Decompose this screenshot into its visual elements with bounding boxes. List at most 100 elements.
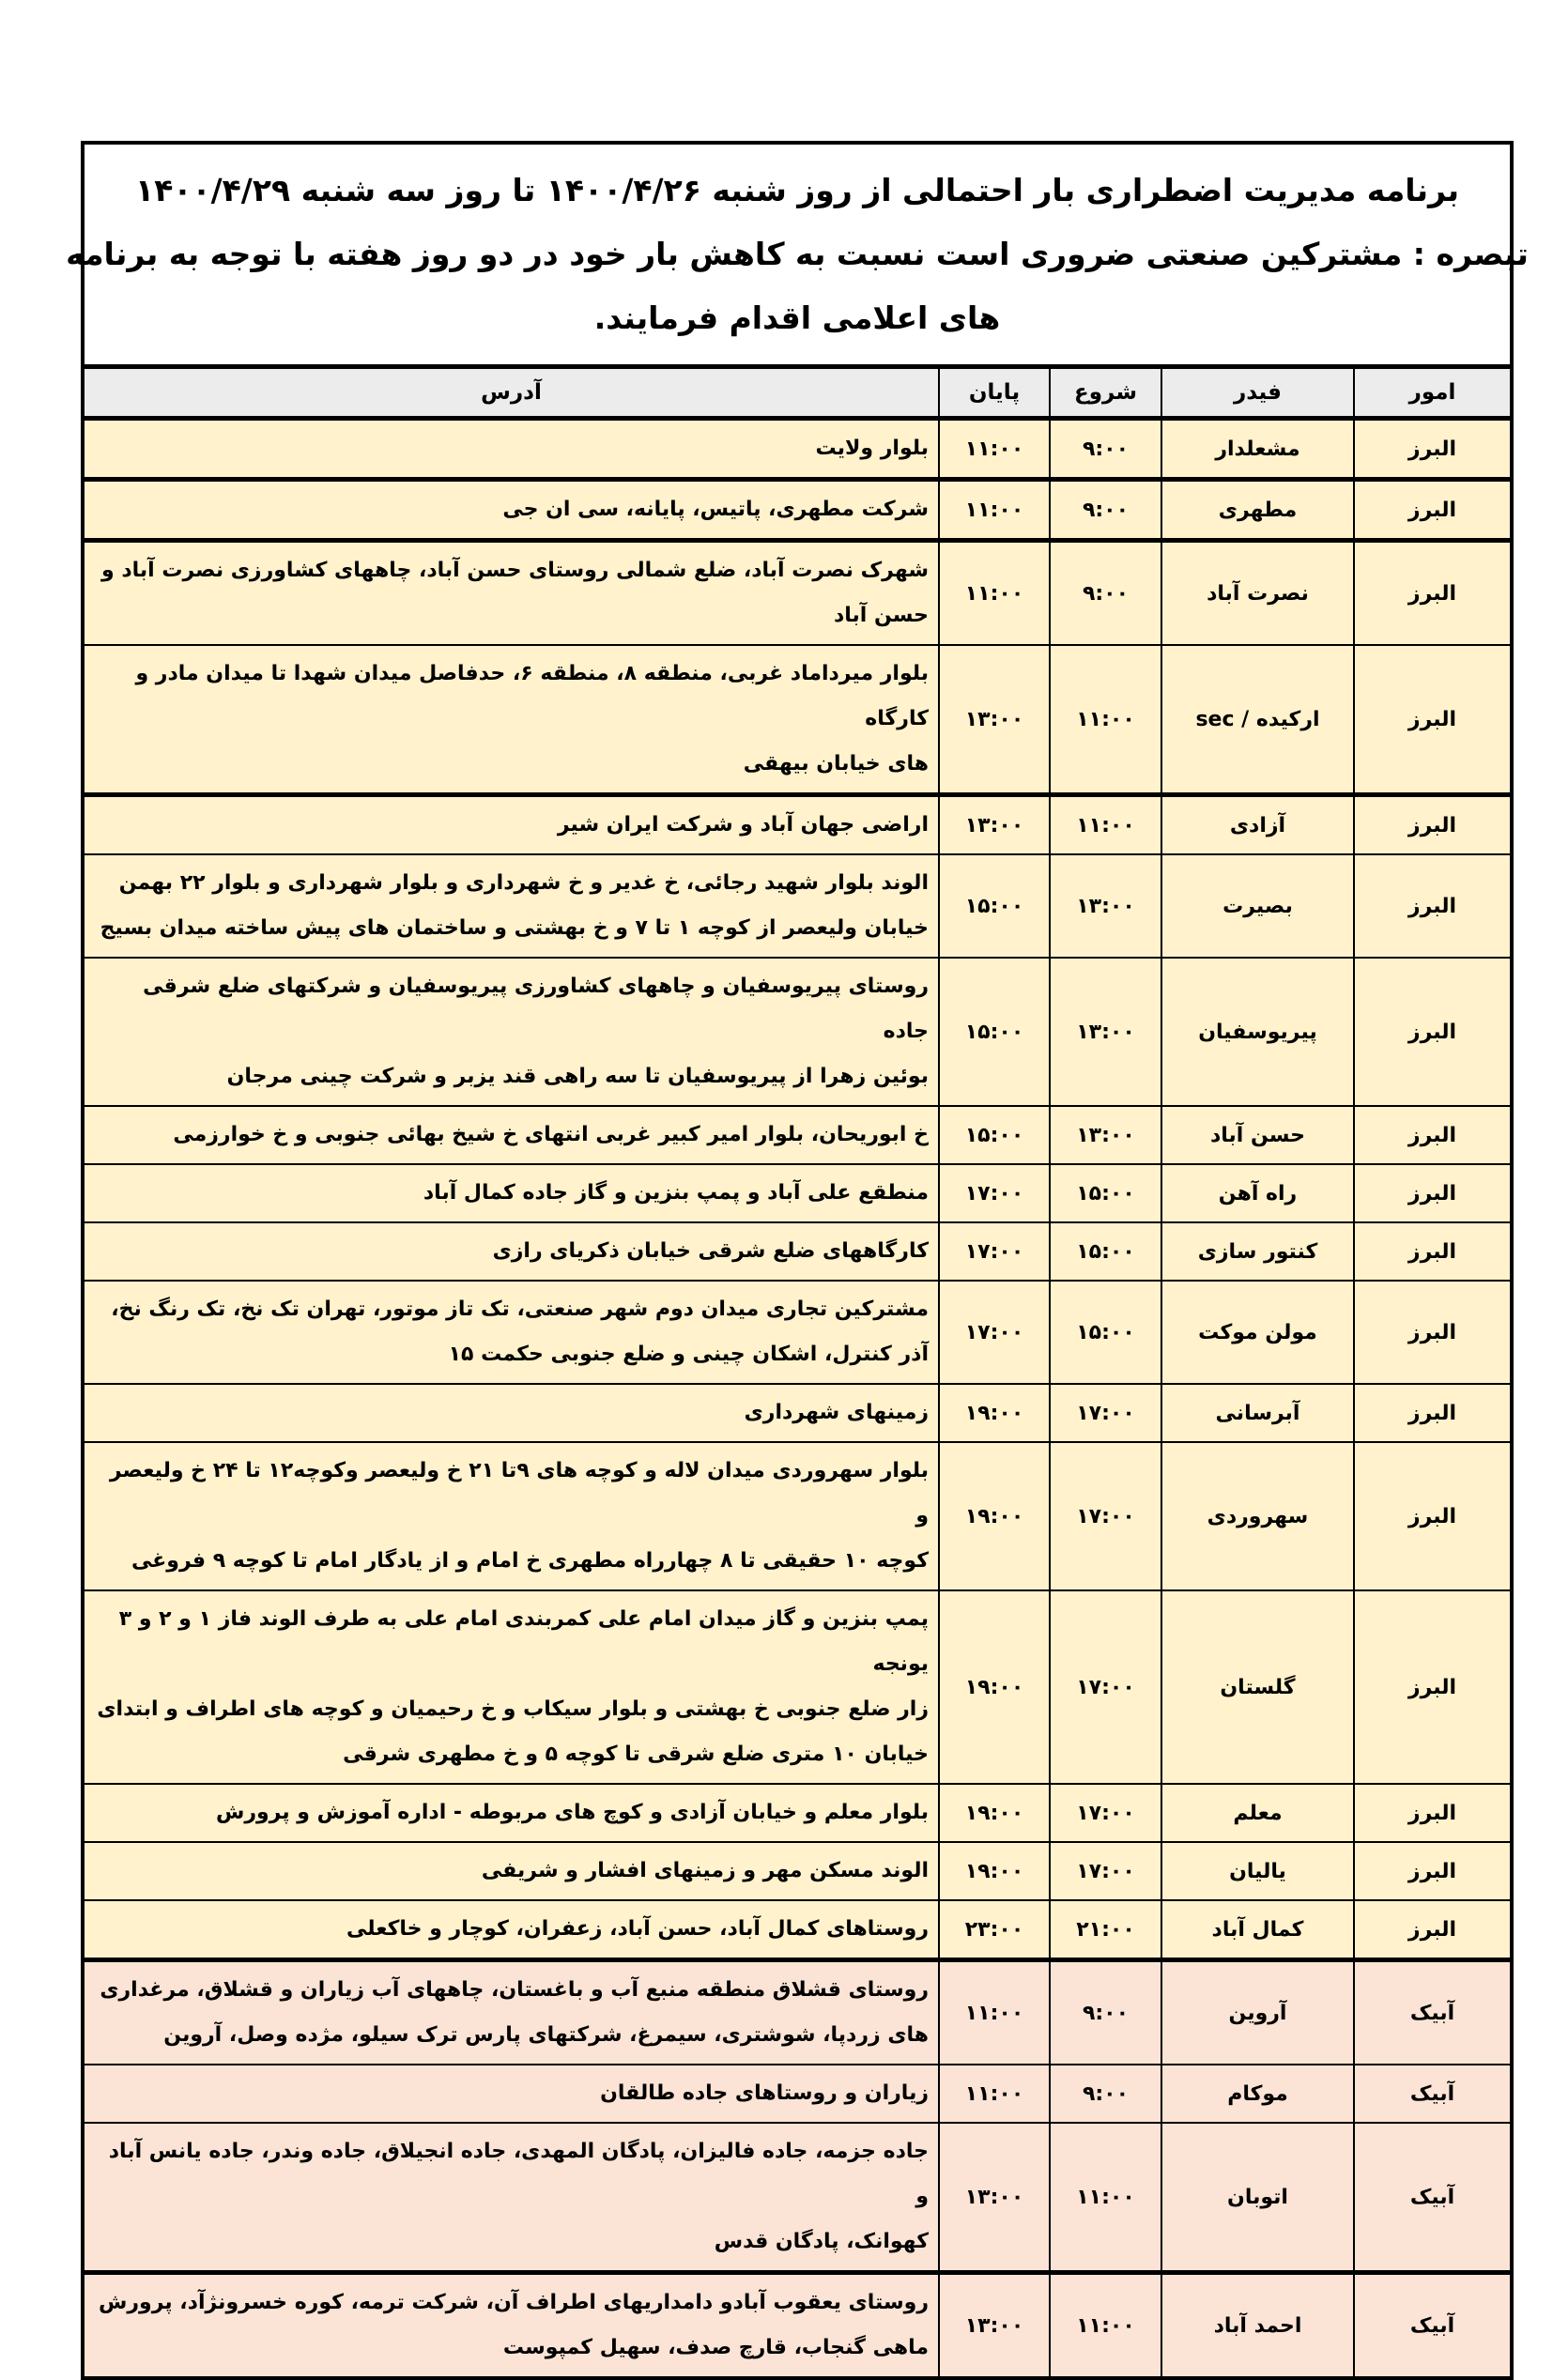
table-row: آبیک موکام ۹:۰۰ ۱۱:۰۰ زیاران و روستاهای جاده… [82,2064,1513,2124]
address-line: کهوانک، پادگان قدس [714,2230,929,2253]
header-omur: امور [1353,364,1513,421]
address-line: بلوار سهروردی میدان لاله و کوچه های ۹تا … [109,1459,929,1528]
cell-end-text: ۱۵:۰۰ [964,1123,1024,1147]
cell-feeder: کنتور سازی [1161,1221,1355,1282]
cell-address: کارگاههای ضلع شرقی خیابان ذکریای رازی [82,1221,940,1282]
cell-start-text: ۱۷:۰۰ [1076,1401,1135,1425]
cell-start: ۹:۰۰ [1049,538,1162,646]
cell-feeder: گلستان [1161,1589,1355,1785]
table-row: آبیک آروین ۹:۰۰ ۱۱:۰۰ روستای قشلاق منطقه منب… [82,1958,1513,2065]
header-start: شروع [1049,364,1162,421]
note-line-1: تبصره : مشترکین صنعتی ضروری است نسبت به … [66,236,1529,272]
cell-feeder: سهروردی [1161,1441,1355,1591]
cell-end: ۱۳:۰۰ [938,792,1051,855]
cell-omur: البرز [1353,644,1513,796]
cell-omur: البرز [1353,1221,1513,1282]
cell-omur-text: البرز [1407,437,1457,461]
cell-address: پمپ بنزین و گاز میدان امام علی کمربندی ا… [82,1589,940,1785]
cell-end: ۱۵:۰۰ [938,957,1051,1107]
table-row: البرز گلستان ۱۷:۰۰ ۱۹:۰۰ پمپ بنزین و گاز مید… [82,1589,1513,1785]
cell-address: الوند بلوار شهید رجائی، خ غدیر و خ شهردا… [82,853,940,959]
cell-address: بلوار میرداماد غربی، منطقه ۸، منطقه ۶، ح… [82,644,940,796]
cell-feeder: کمال آباد [1161,1899,1355,1961]
address-line: زیاران و روستاهای جاده طالقان [600,2081,929,2105]
cell-feeder: پیریوسفیان [1161,957,1355,1107]
cell-omur: البرز [1353,1280,1513,1385]
cell-feeder: معلم [1161,1783,1355,1843]
cell-omur: آبیک [1353,2122,1513,2274]
cell-omur-text: البرز [1407,707,1457,731]
cell-feeder: ارکیده / sec [1161,644,1355,796]
cell-end: ۱۵:۰۰ [938,1105,1051,1165]
cell-end-text: ۱۱:۰۰ [964,498,1024,522]
cell-feeder-text: مشعلدار [1215,437,1300,461]
cell-address: شرکت مطهری، پاتیس، پایانه، سی ان جی [82,477,940,542]
cell-start: ۱۷:۰۰ [1049,1841,1162,1901]
cell-address: روستاهای کمال آباد، حسن آباد، زعفران، کو… [82,1899,940,1961]
cell-omur-text: البرز [1407,1859,1457,1883]
cell-start: ۱۵:۰۰ [1049,1280,1162,1385]
cell-start-text: ۹:۰۰ [1082,2081,1130,2106]
cell-end: ۱۱:۰۰ [938,2064,1051,2124]
address-line: روستای قشلاق منطقه منبع آب و باغستان، چا… [100,1978,929,2002]
cell-end: ۱۱:۰۰ [938,538,1051,646]
address-line: خ ابوریحان، بلوار امیر کبیر غربی انتهای … [173,1123,929,1146]
cell-end-text: ۱۱:۰۰ [964,2081,1024,2106]
address-line: بلوار میرداماد غربی، منطقه ۸، منطقه ۶، ح… [135,662,929,730]
cell-feeder-text: موکام [1227,2081,1288,2106]
cell-end: ۱۳:۰۰ [938,2270,1051,2379]
cell-address: خ ابوریحان، بلوار امیر کبیر غربی انتهای … [82,1105,940,1165]
cell-end-text: ۱۷:۰۰ [964,1320,1024,1344]
cell-address: اراضی جهان آباد و شرکت ایران شیر [82,792,940,855]
table-row: البرز مشعلدار ۹:۰۰ ۱۱:۰۰ بلوار ولایت [82,417,1513,481]
cell-omur-text: البرز [1407,581,1457,606]
cell-start: ۱۱:۰۰ [1049,2122,1162,2274]
cell-end-text: ۱۹:۰۰ [964,1504,1024,1528]
note-line-2: های اعلامی اقدام فرمایند. [593,299,1001,336]
cell-omur-text: البرز [1407,813,1457,837]
cell-end: ۱۳:۰۰ [938,644,1051,796]
cell-start: ۲۱:۰۰ [1049,1899,1162,1961]
cell-address: بلوار معلم و خیابان آزادی و کوچ های مربو… [82,1783,940,1843]
cell-address: روستای یعقوب آبادو دامداریهای اطراف آن، … [82,2270,940,2379]
cell-feeder: حسن آباد [1161,1105,1355,1165]
table-row: البرز مطهری ۹:۰۰ ۱۱:۰۰ شرکت مطهری، پاتیس، پا… [82,477,1513,542]
cell-feeder: آزادی [1161,792,1355,855]
address-line: حسن آباد [833,604,929,627]
cell-omur: آبیک [1353,2270,1513,2379]
cell-address: زیاران و روستاهای جاده طالقان [82,2064,940,2124]
address-line: کوچه ۱۰ حقیقی تا ۸ چهارراه مطهری خ امام … [131,1549,929,1573]
cell-feeder: موکام [1161,2064,1355,2124]
cell-start-text: ۱۷:۰۰ [1076,1859,1135,1883]
schedule-table: امور فیدر شروع پایان آدرس البرز مشعلدار ۹:… [81,364,1514,2380]
cell-start-text: ۱۷:۰۰ [1076,1675,1135,1699]
cell-start: ۱۱:۰۰ [1049,644,1162,796]
cell-end-text: ۱۳:۰۰ [964,2313,1024,2338]
cell-end-text: ۱۹:۰۰ [964,1675,1024,1699]
address-line: شرکت مطهری، پاتیس، پایانه، سی ان جی [502,498,929,521]
cell-start-text: ۹:۰۰ [1082,2001,1130,2025]
cell-feeder-text: بصیرت [1222,894,1293,918]
cell-feeder: مشعلدار [1161,417,1355,481]
cell-feeder-text: راه آهن [1218,1181,1298,1205]
table-row: البرز آبرسانی ۱۷:۰۰ ۱۹:۰۰ زمینهای شهرداری [82,1383,1513,1443]
cell-feeder: راه آهن [1161,1163,1355,1223]
table-row: البرز کنتور سازی ۱۵:۰۰ ۱۷:۰۰ کارگاههای ضلع ش… [82,1221,1513,1282]
address-line: های خیابان بیهقی [743,752,929,775]
cell-end-text: ۲۳:۰۰ [964,1917,1024,1942]
cell-omur: البرز [1353,1589,1513,1785]
cell-omur: آبیک [1353,2064,1513,2124]
cell-start: ۹:۰۰ [1049,417,1162,481]
cell-omur: البرز [1353,477,1513,542]
table-row: البرز معلم ۱۷:۰۰ ۱۹:۰۰ بلوار معلم و خیابان آ… [82,1783,1513,1843]
cell-end: ۱۹:۰۰ [938,1441,1051,1591]
table-row: آبیک احمد آباد ۱۱:۰۰ ۱۳:۰۰ روستای یعقوب آباد… [82,2270,1513,2379]
cell-omur-text: البرز [1407,1181,1457,1205]
cell-omur-text: البرز [1407,1320,1457,1344]
address-line: الوند بلوار شهید رجائی، خ غدیر و خ شهردا… [118,871,929,895]
address-line: الوند مسکن مهر و زمینهای افشار و شریفی [481,1859,929,1882]
cell-start: ۱۷:۰۰ [1049,1383,1162,1443]
address-line: روستای یعقوب آبادو دامداریهای اطراف آن، … [99,2291,929,2314]
cell-feeder: مطهری [1161,477,1355,542]
cell-feeder: مولن موکت [1161,1280,1355,1385]
